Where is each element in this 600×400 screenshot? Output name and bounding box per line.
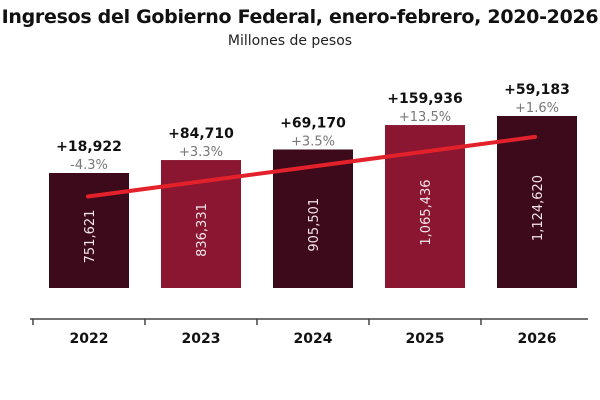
change-pct-label: +3.3% — [179, 145, 223, 160]
change-pct-label: +13.5% — [399, 110, 451, 125]
bar-value-label: 905,501 — [307, 198, 322, 252]
change-abs-label: +159,936 — [387, 91, 463, 107]
bar-2026 — [497, 116, 577, 288]
x-tick-label: 2022 — [70, 331, 109, 347]
chart-subtitle: Millones de pesos — [227, 33, 353, 49]
x-tick-label: 2023 — [182, 331, 221, 347]
labels-group: 751,621 -4.3% +18,922 836,331 +3.3% +84,710 90… — [56, 82, 570, 263]
bar-2024 — [273, 149, 353, 288]
bar-value-label: 836,331 — [195, 203, 210, 257]
bar-value-label: 1,124,620 — [531, 175, 546, 241]
trend-line — [86, 134, 537, 199]
change-abs-label: +18,922 — [56, 139, 122, 155]
change-pct-label: +1.6% — [515, 101, 559, 116]
change-pct-label: +3.5% — [291, 134, 335, 149]
x-axis: 2022 2023 2024 2025 2026 — [30, 318, 588, 347]
change-abs-label: +84,710 — [168, 126, 234, 142]
change-pct-label: -4.3% — [70, 158, 108, 173]
bar-value-label: 1,065,436 — [419, 179, 434, 245]
x-tick-label: 2026 — [518, 331, 557, 347]
x-tick-label: 2024 — [294, 331, 333, 347]
bar-value-label: 751,621 — [83, 210, 98, 264]
chart-title: Ingresos del Gobierno Federal, enero-feb… — [1, 6, 599, 28]
change-abs-label: +69,170 — [280, 115, 346, 131]
x-tick-label: 2025 — [406, 331, 445, 347]
change-abs-label: +59,183 — [504, 82, 570, 98]
